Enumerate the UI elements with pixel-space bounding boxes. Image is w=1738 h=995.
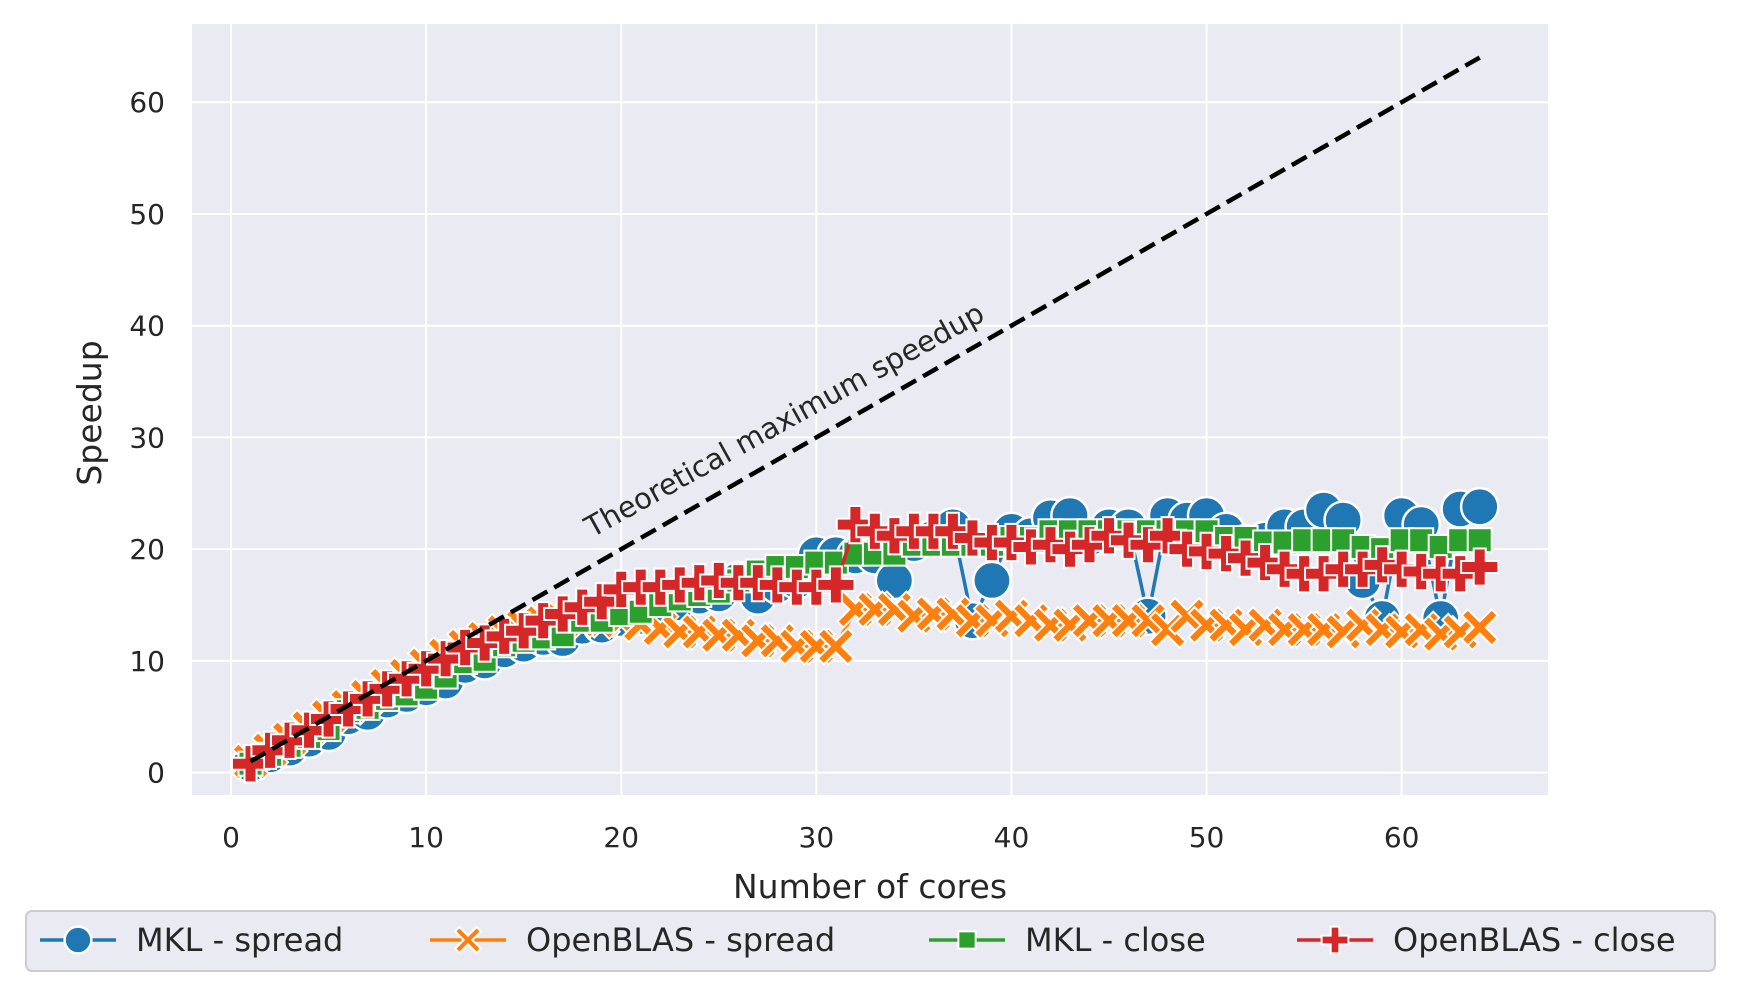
- legend-entry: OpenBLAS - close: [1297, 921, 1676, 959]
- reference-line-group: [249, 55, 1481, 764]
- legend: MKL - spread OpenBLAS - spread MKL - close…: [25, 910, 1716, 972]
- x-tick-label: 30: [799, 821, 835, 854]
- reference-line: [249, 55, 1481, 764]
- legend-label: OpenBLAS - spread: [526, 921, 835, 959]
- legend-frame: [25, 910, 1716, 972]
- y-tick-label: 0: [147, 757, 165, 790]
- data-point: [1460, 547, 1500, 587]
- y-tick-label: 20: [129, 533, 165, 566]
- y-tick-label: 30: [129, 421, 165, 454]
- data-point: [1460, 607, 1500, 647]
- x-tick-label: 20: [603, 821, 639, 854]
- data-point: [972, 560, 1012, 601]
- legend-marker: [63, 925, 93, 955]
- data-point: [1459, 486, 1500, 527]
- series-layer: [230, 486, 1500, 784]
- legend-label: OpenBLAS - close: [1393, 921, 1676, 959]
- legend-label: MKL - close: [1025, 921, 1206, 959]
- legend-marker: [1320, 925, 1350, 955]
- y-axis-label: Speedup: [70, 340, 109, 485]
- data-point: [1167, 596, 1207, 636]
- x-tick-labels: 0 10 20 30 40 50 60: [222, 821, 1419, 854]
- y-tick-label: 10: [129, 645, 165, 678]
- x-tick-label: 0: [222, 821, 240, 854]
- data-point: [1128, 601, 1168, 641]
- legend-label: MKL - spread: [136, 921, 343, 959]
- x-tick-label: 40: [994, 821, 1030, 854]
- legend-marker: [453, 925, 483, 955]
- y-tick-label: 40: [129, 310, 165, 343]
- x-tick-label: 60: [1384, 821, 1420, 854]
- y-tick-label: 60: [129, 86, 165, 119]
- legend-marker: [957, 930, 977, 950]
- y-tick-labels: 0 10 20 30 40 50 60: [129, 86, 165, 789]
- legend-entry: MKL - spread: [40, 921, 343, 959]
- legend-entry: MKL - close: [929, 921, 1206, 959]
- legend-entry: OpenBLAS - spread: [430, 921, 835, 959]
- x-tick-label: 10: [408, 821, 444, 854]
- x-tick-label: 50: [1189, 821, 1225, 854]
- data-point: [816, 565, 856, 605]
- y-tick-label: 50: [129, 198, 165, 231]
- x-axis-label: Number of cores: [733, 867, 1007, 906]
- data-point: [816, 626, 856, 666]
